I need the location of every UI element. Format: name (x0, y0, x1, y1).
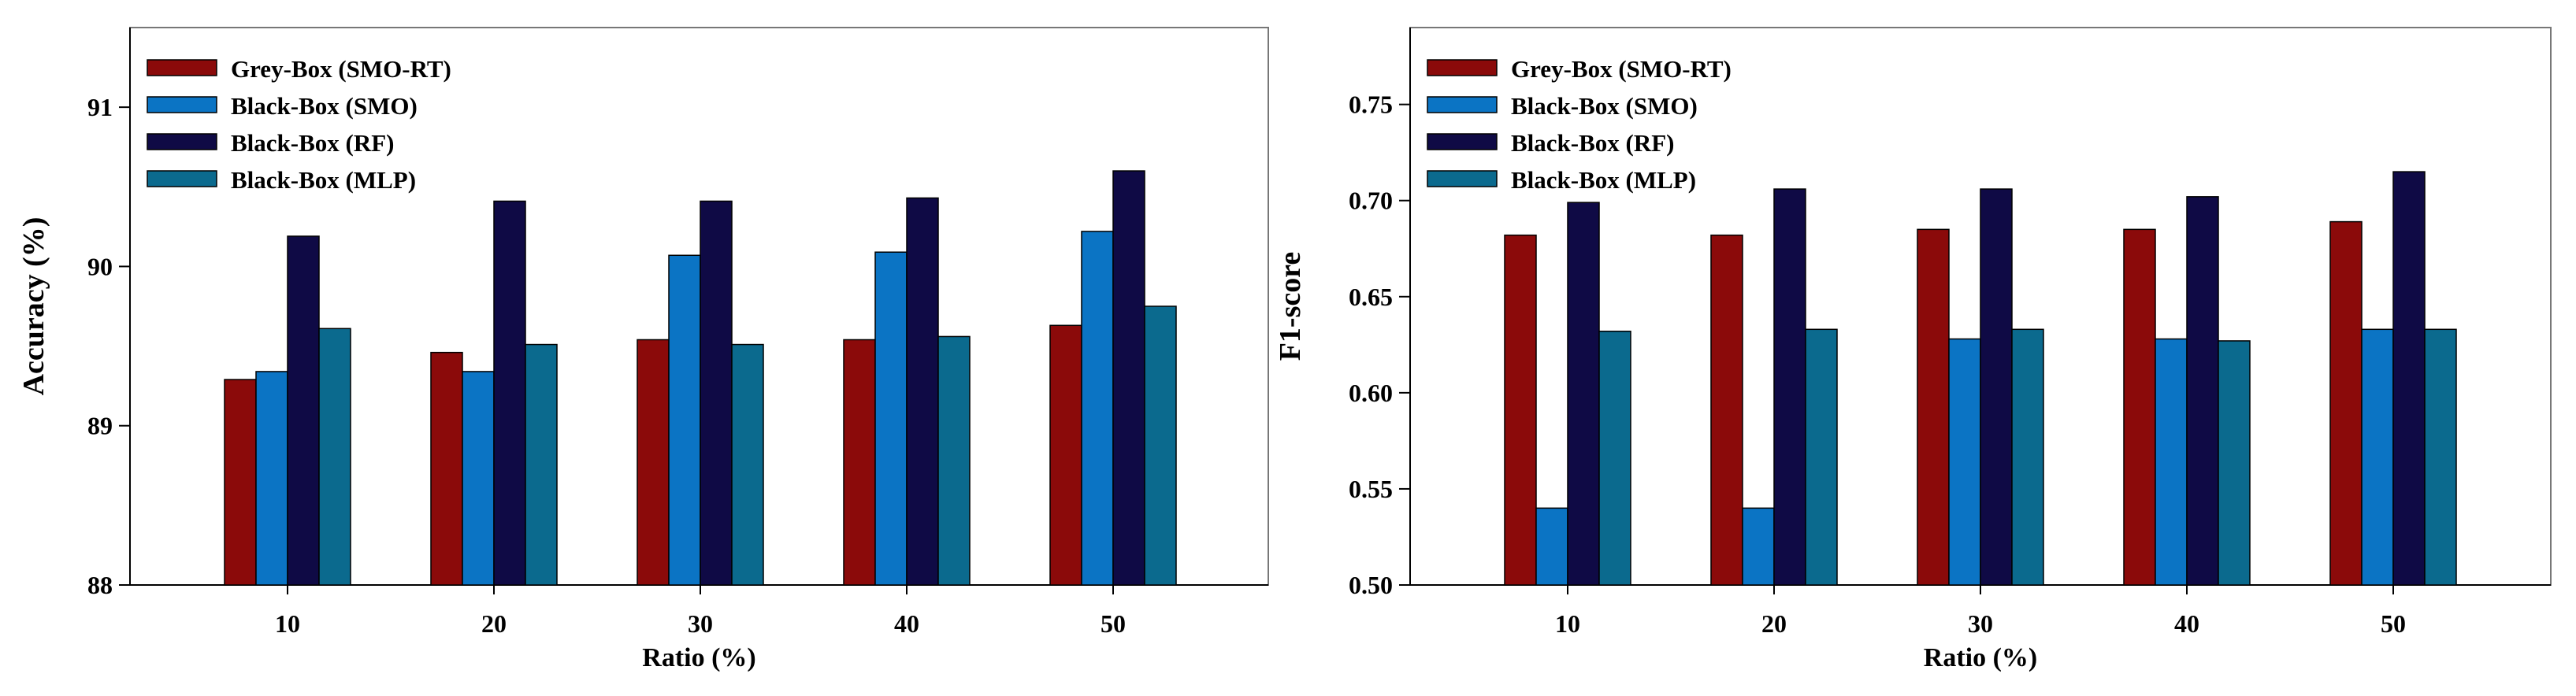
f1-y-tick-label: 0.70 (1349, 187, 1393, 215)
accuracy-y-tick-label: 91 (87, 93, 113, 121)
f1-bar-black-rf-10 (1567, 202, 1600, 586)
accuracy-y-tick-label: 89 (87, 412, 113, 440)
f1-bar-black-mlp-20 (1805, 328, 1838, 586)
accuracy-legend-swatch-grey-smo-rt (147, 59, 217, 76)
f1-x-tick-label: 30 (1968, 609, 1993, 638)
accuracy-legend-swatch-black-mlp (147, 170, 217, 187)
f1-x-tick-label: 10 (1555, 609, 1580, 638)
f1-y-tick-label: 0.65 (1349, 283, 1393, 311)
accuracy-bar-grey-smo-rt-20 (430, 351, 463, 586)
f1-legend-swatch-grey-smo-rt (1427, 59, 1498, 76)
accuracy-legend-label-black-mlp: Black-Box (MLP) (231, 166, 416, 194)
accuracy-x-tick-label: 20 (481, 609, 507, 638)
f1-legend-label-black-smo: Black-Box (SMO) (1511, 92, 1698, 120)
accuracy-bar-black-mlp-10 (318, 328, 351, 586)
f1-bar-grey-smo-rt-10 (1504, 234, 1537, 586)
f1-bar-black-smo-40 (2155, 338, 2188, 586)
f1-bar-black-smo-20 (1742, 507, 1775, 586)
accuracy-x-axis-title: Ratio (%) (642, 643, 755, 672)
accuracy-bar-grey-smo-rt-10 (224, 379, 257, 586)
f1-y-tick-label: 0.55 (1349, 475, 1393, 503)
f1-bar-black-mlp-30 (2011, 328, 2044, 586)
f1-x-tick-label: 20 (1761, 609, 1787, 638)
accuracy-legend-label-black-smo: Black-Box (SMO) (231, 92, 418, 120)
f1-bar-black-mlp-50 (2424, 328, 2457, 586)
f1-legend-label-grey-smo-rt: Grey-Box (SMO-RT) (1511, 55, 1732, 83)
accuracy-bar-black-rf-30 (700, 200, 733, 586)
f1-legend-label-black-mlp: Black-Box (MLP) (1511, 166, 1696, 194)
accuracy-bar-black-rf-40 (906, 197, 939, 586)
f1-bar-black-smo-10 (1535, 507, 1568, 586)
accuracy-bar-black-rf-10 (287, 235, 320, 586)
f1-x-axis-title: Ratio (%) (1924, 643, 2037, 672)
accuracy-legend-label-grey-smo-rt: Grey-Box (SMO-RT) (231, 55, 451, 83)
accuracy-bar-black-rf-50 (1112, 170, 1145, 586)
accuracy-bar-black-mlp-50 (1144, 305, 1177, 586)
f1-legend-swatch-black-mlp (1427, 170, 1498, 187)
accuracy-bar-black-rf-20 (493, 200, 526, 586)
f1-bar-black-rf-50 (2392, 171, 2426, 586)
f1-y-tick-label: 0.50 (1349, 571, 1393, 599)
accuracy-x-tick-label: 30 (688, 609, 713, 638)
f1-bar-black-rf-40 (2186, 196, 2219, 586)
accuracy-bar-grey-smo-rt-40 (843, 339, 876, 586)
accuracy-legend-swatch-black-smo (147, 96, 217, 113)
accuracy-y-axis-title: Accuracy (%) (17, 217, 50, 396)
f1-bar-grey-smo-rt-40 (2123, 228, 2156, 586)
accuracy-bar-black-smo-40 (874, 251, 908, 586)
f1-bar-black-smo-50 (2361, 328, 2394, 586)
f1-y-tick-label: 0.75 (1349, 91, 1393, 119)
accuracy-bar-black-smo-30 (668, 254, 701, 586)
accuracy-x-tick-label: 10 (275, 609, 300, 638)
accuracy-y-tick-label: 90 (87, 252, 113, 280)
accuracy-bar-grey-smo-rt-30 (637, 339, 670, 586)
f1-legend-swatch-black-rf (1427, 133, 1498, 150)
accuracy-y-tick-label: 88 (87, 571, 113, 599)
f1-bar-black-mlp-10 (1598, 330, 1631, 586)
accuracy-bar-black-mlp-30 (731, 343, 764, 586)
f1-y-tick-label: 0.60 (1349, 379, 1393, 407)
accuracy-bar-black-mlp-20 (525, 343, 558, 586)
f1-legend-swatch-black-smo (1427, 96, 1498, 113)
accuracy-x-tick-label: 50 (1101, 609, 1126, 638)
f1-bar-black-smo-30 (1948, 338, 1981, 586)
f1-bar-black-mlp-40 (2218, 340, 2251, 586)
accuracy-bar-black-smo-50 (1081, 231, 1114, 586)
f1-x-tick-label: 50 (2381, 609, 2406, 638)
accuracy-bar-black-smo-20 (462, 371, 495, 586)
accuracy-x-tick-label: 40 (894, 609, 919, 638)
f1-bar-grey-smo-rt-20 (1710, 234, 1743, 586)
accuracy-bar-black-mlp-40 (937, 335, 971, 586)
f1-bar-black-rf-30 (1980, 188, 2013, 586)
f1-bar-grey-smo-rt-30 (1917, 228, 1950, 586)
accuracy-legend-label-black-rf: Black-Box (RF) (231, 129, 395, 157)
accuracy-bar-black-smo-10 (255, 371, 288, 586)
f1-y-axis-title: F1-score (1274, 252, 1307, 361)
f1-legend-label-black-rf: Black-Box (RF) (1511, 129, 1675, 157)
f1-x-tick-label: 40 (2174, 609, 2199, 638)
f1-bar-black-rf-20 (1773, 188, 1806, 586)
accuracy-bar-grey-smo-rt-50 (1049, 324, 1082, 586)
f1-bar-grey-smo-rt-50 (2329, 220, 2363, 586)
accuracy-legend-swatch-black-rf (147, 133, 217, 150)
